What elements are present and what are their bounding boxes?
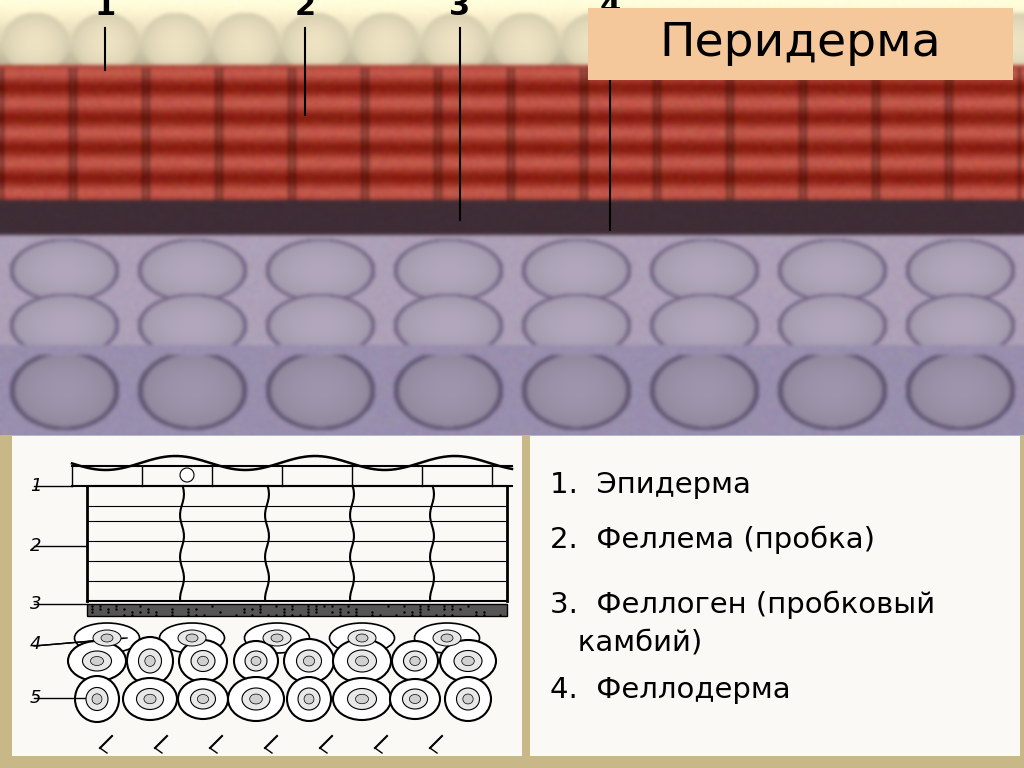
- Text: 1.  Эпидерма: 1. Эпидерма: [550, 471, 751, 499]
- Ellipse shape: [454, 650, 482, 671]
- Text: 3: 3: [30, 595, 42, 613]
- Ellipse shape: [347, 688, 377, 710]
- Text: 1: 1: [94, 0, 116, 21]
- Text: 3: 3: [450, 0, 471, 21]
- Ellipse shape: [90, 657, 103, 666]
- Text: 5: 5: [30, 689, 42, 707]
- Ellipse shape: [462, 657, 474, 666]
- Ellipse shape: [228, 677, 284, 721]
- Ellipse shape: [75, 676, 119, 722]
- Text: 4.  Феллодерма: 4. Феллодерма: [550, 676, 791, 704]
- Ellipse shape: [123, 678, 177, 720]
- Ellipse shape: [410, 657, 420, 666]
- Text: 3.  Феллоген (пробковый
   камбий): 3. Феллоген (пробковый камбий): [550, 591, 935, 656]
- Ellipse shape: [355, 694, 369, 703]
- Bar: [87, 604, 507, 616]
- Ellipse shape: [144, 694, 156, 703]
- Text: 2: 2: [295, 0, 315, 21]
- Ellipse shape: [271, 634, 283, 642]
- Bar: [588, 8, 1013, 80]
- Ellipse shape: [390, 679, 440, 719]
- Ellipse shape: [441, 634, 453, 642]
- Ellipse shape: [403, 651, 427, 671]
- Ellipse shape: [440, 640, 496, 682]
- Ellipse shape: [138, 649, 162, 673]
- Ellipse shape: [75, 623, 139, 653]
- Ellipse shape: [463, 694, 473, 704]
- Bar: [530, 436, 1020, 756]
- Ellipse shape: [178, 679, 228, 719]
- Ellipse shape: [144, 656, 156, 667]
- Bar: [12, 436, 522, 756]
- Ellipse shape: [298, 688, 319, 710]
- Ellipse shape: [402, 689, 427, 709]
- Ellipse shape: [86, 687, 108, 710]
- Ellipse shape: [198, 657, 209, 666]
- Ellipse shape: [445, 677, 490, 721]
- Ellipse shape: [297, 650, 322, 672]
- Ellipse shape: [245, 623, 309, 653]
- Text: Перидерма: Перидерма: [659, 22, 941, 67]
- Text: 2.  Феллема (пробка): 2. Феллема (пробка): [550, 526, 874, 554]
- Ellipse shape: [433, 630, 461, 646]
- Ellipse shape: [83, 651, 112, 671]
- Ellipse shape: [348, 630, 376, 646]
- Ellipse shape: [333, 639, 391, 683]
- Ellipse shape: [333, 678, 391, 720]
- Ellipse shape: [92, 694, 102, 704]
- Ellipse shape: [179, 640, 227, 682]
- Ellipse shape: [250, 694, 262, 704]
- Ellipse shape: [190, 689, 215, 709]
- Ellipse shape: [198, 694, 209, 703]
- Text: 1: 1: [30, 477, 42, 495]
- Text: 4: 4: [30, 635, 42, 653]
- Ellipse shape: [284, 639, 334, 683]
- Ellipse shape: [127, 637, 173, 685]
- Ellipse shape: [93, 630, 121, 646]
- Ellipse shape: [242, 688, 270, 710]
- Ellipse shape: [68, 641, 126, 681]
- Ellipse shape: [178, 630, 206, 646]
- Ellipse shape: [356, 634, 368, 642]
- Ellipse shape: [160, 623, 224, 653]
- Ellipse shape: [263, 630, 291, 646]
- Ellipse shape: [101, 634, 113, 642]
- Ellipse shape: [287, 677, 331, 721]
- Ellipse shape: [234, 641, 278, 681]
- Ellipse shape: [330, 623, 394, 653]
- Circle shape: [180, 468, 194, 482]
- Ellipse shape: [355, 656, 369, 666]
- Text: 4: 4: [599, 0, 621, 21]
- Ellipse shape: [245, 651, 267, 671]
- Ellipse shape: [457, 688, 479, 710]
- Ellipse shape: [410, 694, 421, 703]
- Ellipse shape: [251, 657, 261, 666]
- Ellipse shape: [304, 694, 314, 704]
- Ellipse shape: [186, 634, 198, 642]
- Ellipse shape: [415, 623, 479, 653]
- Ellipse shape: [136, 688, 164, 710]
- Text: 2: 2: [30, 537, 42, 555]
- Ellipse shape: [303, 656, 314, 666]
- Ellipse shape: [392, 641, 438, 681]
- Ellipse shape: [347, 650, 377, 672]
- Ellipse shape: [191, 650, 215, 671]
